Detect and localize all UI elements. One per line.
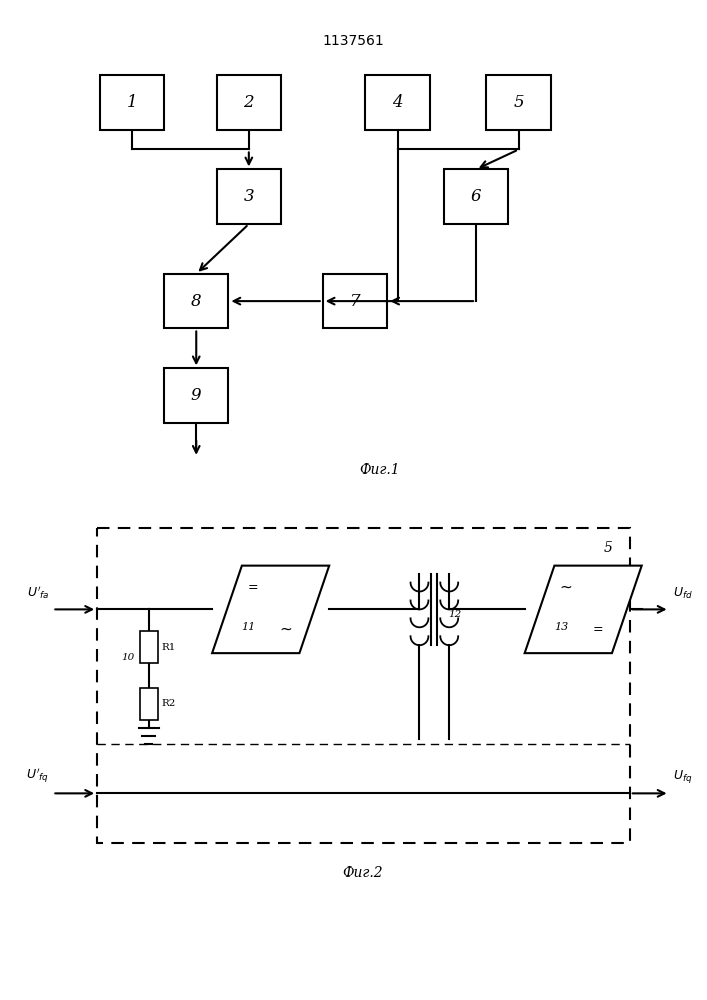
Text: 12: 12 (448, 610, 462, 619)
Polygon shape (212, 566, 329, 653)
Text: 7: 7 (350, 293, 361, 310)
Bar (444, 169, 508, 224)
Text: $U_{fd}$: $U_{fd}$ (674, 586, 694, 601)
Text: ~: ~ (279, 622, 292, 637)
Bar (140, 631, 158, 663)
Text: 4: 4 (392, 94, 403, 111)
Bar (486, 75, 551, 130)
Text: 6: 6 (471, 188, 481, 205)
Text: =: = (592, 623, 603, 636)
Text: R1: R1 (161, 643, 176, 652)
Text: ~: ~ (559, 580, 572, 595)
Text: R2: R2 (161, 699, 176, 708)
Text: 8: 8 (191, 293, 201, 310)
Bar (100, 75, 164, 130)
Bar (164, 368, 228, 423)
Text: $U_{fq}$: $U_{fq}$ (674, 768, 693, 785)
Text: 9: 9 (191, 387, 201, 404)
Text: 3: 3 (243, 188, 254, 205)
Bar (216, 169, 281, 224)
Bar (164, 274, 228, 328)
Bar (140, 688, 158, 720)
Text: Фиг.2: Фиг.2 (343, 866, 383, 880)
Bar (97, 528, 630, 843)
Text: $U'_{fq}$: $U'_{fq}$ (26, 767, 49, 785)
Text: 2: 2 (243, 94, 254, 111)
Text: 5: 5 (604, 541, 612, 555)
Text: =: = (247, 581, 258, 594)
Polygon shape (525, 566, 642, 653)
Text: $U'_{fa}$: $U'_{fa}$ (27, 585, 49, 601)
Text: 13: 13 (554, 622, 568, 632)
Text: 11: 11 (242, 622, 256, 632)
Bar (366, 75, 430, 130)
Text: 1: 1 (127, 94, 137, 111)
Text: Фиг.1: Фиг.1 (359, 463, 400, 477)
Text: 1137561: 1137561 (322, 34, 384, 48)
Text: 10: 10 (122, 653, 135, 662)
Bar (216, 75, 281, 130)
Bar (322, 274, 387, 328)
Text: 5: 5 (513, 94, 524, 111)
